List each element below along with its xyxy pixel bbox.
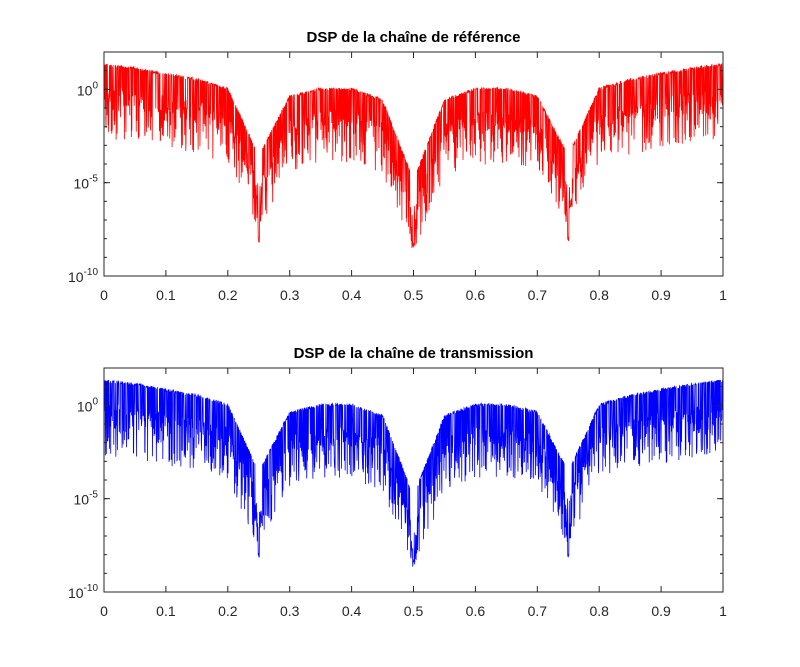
x-tick-label: 0 xyxy=(100,287,108,303)
y-tick-label: 10-10 xyxy=(68,583,98,601)
y-tick-label: 10-5 xyxy=(74,174,99,192)
chart-title: DSP de la chaîne de référence xyxy=(307,29,521,46)
x-tick-label: 0.7 xyxy=(528,603,548,619)
psd-transmission-chart: 0 0.1 0.2 0.3 0.4 0.5 0.6 0.7 0.8 0.9 1 100 10-5 10-1… xyxy=(68,345,727,619)
x-tick-label: 0.3 xyxy=(280,287,300,303)
x-tick-label: 0.6 xyxy=(466,603,486,619)
x-tick-label: 0.6 xyxy=(466,287,486,303)
x-tick-label: 0.4 xyxy=(342,603,362,619)
x-tick-label: 0.4 xyxy=(342,287,362,303)
x-tick-label: 1 xyxy=(719,287,727,303)
x-tick-label: 0.2 xyxy=(218,603,238,619)
x-tick-label: 0.7 xyxy=(528,287,548,303)
x-tick-label: 0 xyxy=(100,603,108,619)
x-tick-label: 0.1 xyxy=(156,287,176,303)
x-tick-label: 0.3 xyxy=(280,603,300,619)
x-tick-label: 0.8 xyxy=(589,603,609,619)
x-tick-label: 0.5 xyxy=(404,287,424,303)
chart-title: DSP de la chaîne de transmission xyxy=(294,345,534,362)
psd-reference-chart: 0 0.1 0.2 0.3 0.4 0.5 0.6 0.7 0.8 0.9 1 100 10-5 10-1… xyxy=(68,29,727,303)
x-tick-label: 0.2 xyxy=(218,287,238,303)
x-tick-label: 0.1 xyxy=(156,603,176,619)
x-tick-label: 1 xyxy=(719,603,727,619)
x-tick-label: 0.9 xyxy=(651,287,671,303)
psd-series-line xyxy=(104,379,723,567)
y-tick-label: 10-5 xyxy=(74,490,99,508)
x-tick-label: 0.5 xyxy=(404,603,424,619)
x-tick-label: 0.9 xyxy=(651,603,671,619)
psd-series-line xyxy=(104,62,723,249)
y-tick-label: 100 xyxy=(77,80,99,98)
y-tick-label: 100 xyxy=(77,396,99,414)
y-tick-label: 10-10 xyxy=(68,267,98,285)
x-tick-label: 0.8 xyxy=(589,287,609,303)
